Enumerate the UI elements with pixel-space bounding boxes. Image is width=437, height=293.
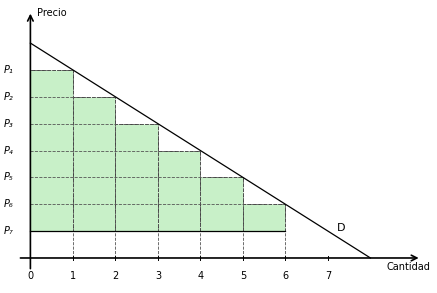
Text: P₁: P₁ xyxy=(3,65,14,75)
Text: 7: 7 xyxy=(325,271,331,281)
Text: P₂: P₂ xyxy=(3,92,14,102)
Bar xyxy=(201,177,243,231)
Bar xyxy=(31,70,73,231)
Text: P₃: P₃ xyxy=(3,119,14,129)
Bar xyxy=(158,151,201,231)
Text: P₅: P₅ xyxy=(3,172,14,183)
Text: Cantidad: Cantidad xyxy=(386,262,430,272)
Text: 5: 5 xyxy=(240,271,246,281)
Text: D: D xyxy=(336,224,345,234)
Text: 4: 4 xyxy=(198,271,204,281)
Text: 0: 0 xyxy=(28,271,34,281)
Text: P₇: P₇ xyxy=(3,226,14,236)
Text: P₆: P₆ xyxy=(3,199,14,209)
Text: P₄: P₄ xyxy=(3,146,14,156)
Text: 3: 3 xyxy=(155,271,161,281)
Bar xyxy=(115,124,158,231)
Text: 1: 1 xyxy=(70,271,76,281)
Bar xyxy=(73,97,115,231)
Text: 2: 2 xyxy=(112,271,118,281)
Text: Precio: Precio xyxy=(37,8,66,18)
Bar xyxy=(243,204,285,231)
Text: 6: 6 xyxy=(282,271,288,281)
